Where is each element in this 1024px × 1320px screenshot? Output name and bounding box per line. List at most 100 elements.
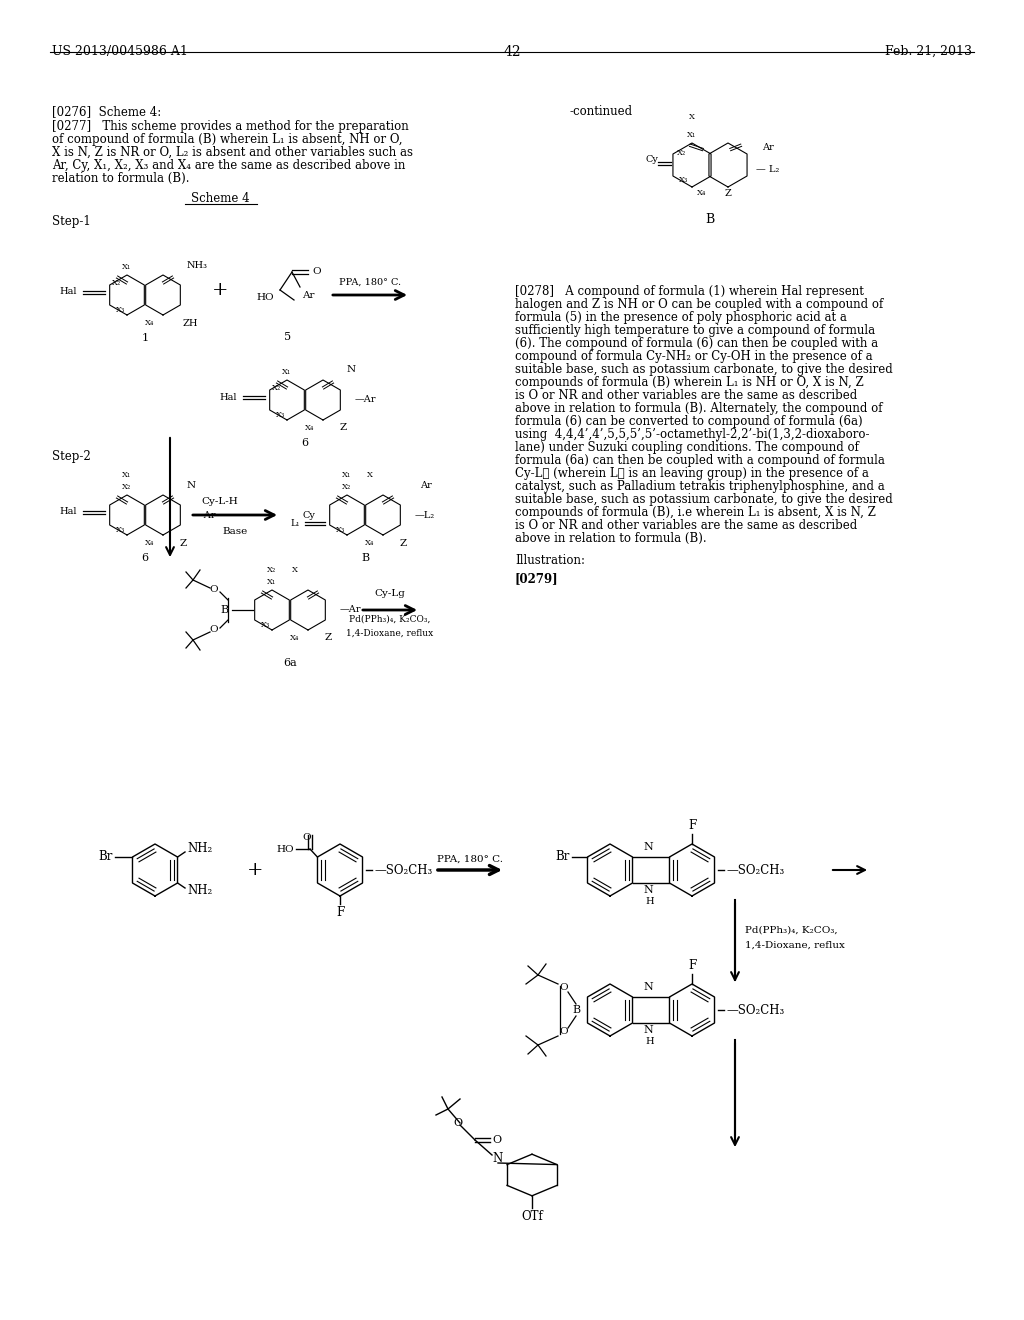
Text: X₄: X₄: [145, 319, 155, 327]
Text: X₁: X₁: [283, 368, 292, 376]
Text: Cy-L-H: Cy-L-H: [202, 496, 239, 506]
Text: above in relation to formula (B). Alternately, the compound of: above in relation to formula (B). Altern…: [515, 403, 883, 414]
Text: N: N: [643, 842, 653, 851]
Text: Base: Base: [222, 527, 248, 536]
Text: —Ar: —Ar: [195, 511, 216, 520]
Text: 5: 5: [285, 333, 292, 342]
Text: X₄: X₄: [145, 539, 155, 546]
Text: NH₂: NH₂: [187, 884, 212, 898]
Text: [0279]: [0279]: [515, 572, 559, 585]
Text: Cy: Cy: [302, 511, 315, 520]
Text: +: +: [212, 281, 228, 300]
Text: X: X: [292, 566, 298, 574]
Text: X: X: [689, 114, 695, 121]
Text: 6a: 6a: [283, 657, 297, 668]
Text: X₃: X₃: [679, 176, 688, 183]
Text: of compound of formula (B) wherein L₁ is absent, NH or O,: of compound of formula (B) wherein L₁ is…: [52, 133, 402, 147]
Text: -continued: -continued: [570, 106, 633, 117]
Text: X is N, Z is NR or O, L₂ is absent and other variables such as: X is N, Z is NR or O, L₂ is absent and o…: [52, 147, 413, 158]
Text: is O or NR and other variables are the same as described: is O or NR and other variables are the s…: [515, 389, 857, 403]
Text: X₂: X₂: [113, 279, 122, 286]
Text: PPA, 180° C.: PPA, 180° C.: [339, 279, 401, 286]
Text: Hal: Hal: [59, 507, 77, 516]
Text: O: O: [312, 268, 321, 276]
Text: Step-1: Step-1: [52, 215, 91, 228]
Text: X: X: [367, 471, 373, 479]
Text: H: H: [646, 898, 654, 906]
Text: O: O: [210, 626, 218, 635]
Text: Ar, Cy, X₁, X₂, X₃ and X₄ are the same as described above in: Ar, Cy, X₁, X₂, X₃ and X₄ are the same a…: [52, 158, 406, 172]
Text: [0278]   A compound of formula (1) wherein Hal represent: [0278] A compound of formula (1) wherein…: [515, 285, 864, 298]
Text: catalyst, such as Palladium tetrakis triphenylphosphine, and a: catalyst, such as Palladium tetrakis tri…: [515, 480, 885, 492]
Text: H: H: [646, 1038, 654, 1045]
Text: Illustration:: Illustration:: [515, 554, 585, 568]
Text: 1: 1: [141, 333, 148, 343]
Text: Z: Z: [339, 424, 347, 433]
Text: O: O: [210, 586, 218, 594]
Text: X₃: X₃: [117, 525, 126, 535]
Text: N: N: [643, 982, 653, 993]
Text: X₁: X₁: [342, 471, 351, 479]
Text: 6: 6: [141, 553, 148, 564]
Text: 42: 42: [503, 45, 521, 59]
Text: X₂: X₂: [272, 384, 282, 392]
Text: compounds of formula (B) wherein L₁ is NH or O, X is N, Z: compounds of formula (B) wherein L₁ is N…: [515, 376, 864, 389]
Text: suitable base, such as potassium carbonate, to give the desired: suitable base, such as potassium carbona…: [515, 363, 893, 376]
Text: X₁: X₁: [123, 263, 132, 271]
Text: — L₂: — L₂: [756, 165, 779, 174]
Text: +: +: [247, 861, 263, 879]
Text: X₄: X₄: [305, 424, 314, 432]
Text: Z: Z: [725, 189, 731, 198]
Text: compounds of formula (B), i.e wherein L₁ is absent, X is N, Z: compounds of formula (B), i.e wherein L₁…: [515, 506, 876, 519]
Text: —L₂: —L₂: [415, 511, 435, 520]
Text: X₂: X₂: [267, 566, 276, 574]
Text: Z: Z: [179, 539, 186, 548]
Text: Ar: Ar: [762, 143, 774, 152]
Text: using  4,4,4’,4’,5,5,5’,5’-octamethyl-2,2’-bi(1,3,2-dioxaboro-: using 4,4,4’,4’,5,5,5’,5’-octamethyl-2,2…: [515, 428, 869, 441]
Text: US 2013/0045986 A1: US 2013/0045986 A1: [52, 45, 187, 58]
Text: X₃: X₃: [276, 411, 286, 418]
Text: Br: Br: [98, 850, 113, 863]
Text: suitable base, such as potassium carbonate, to give the desired: suitable base, such as potassium carbona…: [515, 492, 893, 506]
Text: —SO₂CH₃: —SO₂CH₃: [374, 863, 432, 876]
Text: 6: 6: [301, 438, 308, 447]
Text: PPA, 180° C.: PPA, 180° C.: [437, 855, 503, 865]
Text: X₄: X₄: [366, 539, 375, 546]
Text: Cy-Lg: Cy-Lg: [375, 589, 406, 598]
Text: N: N: [643, 1026, 653, 1035]
Text: Step-2: Step-2: [52, 450, 91, 463]
Text: NH₂: NH₂: [187, 842, 212, 855]
Text: B: B: [220, 605, 228, 615]
Text: formula (6) can be converted to compound of formula (6a): formula (6) can be converted to compound…: [515, 414, 862, 428]
Text: X₂: X₂: [342, 483, 351, 491]
Text: Ar: Ar: [302, 290, 314, 300]
Text: O: O: [560, 1027, 568, 1036]
Text: —Ar: —Ar: [355, 396, 377, 404]
Text: Ar: Ar: [420, 480, 432, 490]
Text: [0277]   This scheme provides a method for the preparation: [0277] This scheme provides a method for…: [52, 120, 409, 133]
Text: X₃: X₃: [261, 620, 270, 630]
Text: HO: HO: [256, 293, 274, 302]
Text: X₁: X₁: [123, 471, 132, 479]
Text: Z: Z: [399, 539, 407, 548]
Text: sufficiently high temperature to give a compound of formula: sufficiently high temperature to give a …: [515, 323, 876, 337]
Text: O: O: [560, 983, 568, 993]
Text: OTf: OTf: [521, 1210, 543, 1222]
Text: X₂: X₂: [123, 483, 132, 491]
Text: F: F: [688, 818, 696, 832]
Text: [0276]  Scheme 4:: [0276] Scheme 4:: [52, 106, 161, 117]
Text: formula (6a) can then be coupled with a compound of formula: formula (6a) can then be coupled with a …: [515, 454, 885, 467]
Text: is O or NR and other variables are the same as described: is O or NR and other variables are the s…: [515, 519, 857, 532]
Text: halogen and Z is NH or O can be coupled with a compound of: halogen and Z is NH or O can be coupled …: [515, 298, 884, 312]
Text: B: B: [572, 1005, 580, 1015]
Text: N: N: [493, 1152, 503, 1166]
Text: L₁: L₁: [291, 519, 300, 528]
Text: N: N: [643, 884, 653, 895]
Text: lane) under Suzuki coupling conditions. The compound of: lane) under Suzuki coupling conditions. …: [515, 441, 859, 454]
Text: 1,4-Dioxane, reflux: 1,4-Dioxane, reflux: [346, 630, 433, 638]
Text: N: N: [187, 480, 197, 490]
Text: X₁: X₁: [687, 131, 696, 139]
Text: Pd(PPh₃)₄, K₂CO₃,: Pd(PPh₃)₄, K₂CO₃,: [349, 615, 431, 624]
Text: ZH: ZH: [183, 318, 199, 327]
Text: relation to formula (B).: relation to formula (B).: [52, 172, 189, 185]
